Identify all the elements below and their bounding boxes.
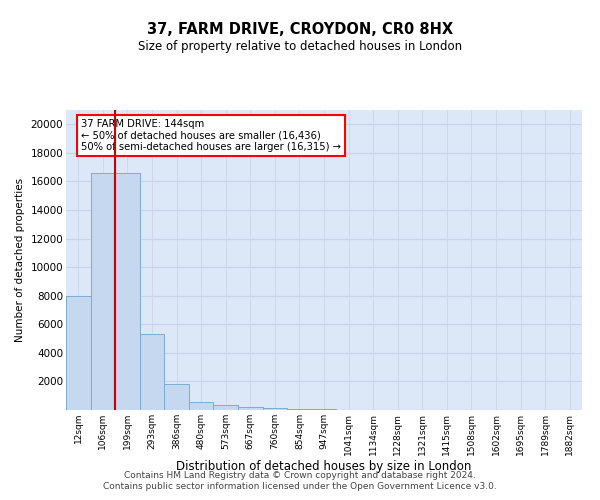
Bar (66, 296, 91, 410)
Text: 37, FARM DRIVE, CROYDON, CR0 8HX: 37, FARM DRIVE, CROYDON, CR0 8HX (147, 22, 453, 38)
Text: 37 FARM DRIVE: 144sqm
← 50% of detached houses are smaller (16,436)
50% of semi-: 37 FARM DRIVE: 144sqm ← 50% of detached … (82, 119, 341, 152)
Y-axis label: Number of detached properties: Number of detached properties (15, 178, 25, 342)
Bar (140, 334, 164, 410)
Bar (189, 402, 214, 410)
Text: Contains HM Land Registry data © Crown copyright and database right 2024.: Contains HM Land Registry data © Crown c… (124, 470, 476, 480)
Bar (164, 384, 189, 410)
X-axis label: Distribution of detached houses by size in London: Distribution of detached houses by size … (176, 460, 472, 473)
Bar (238, 407, 263, 410)
Bar (263, 408, 287, 410)
Bar (91, 173, 115, 410)
Bar (287, 408, 312, 410)
Text: Contains public sector information licensed under the Open Government Licence v3: Contains public sector information licen… (103, 482, 497, 491)
Bar (115, 173, 140, 410)
Bar (214, 405, 238, 410)
Text: Size of property relative to detached houses in London: Size of property relative to detached ho… (138, 40, 462, 53)
